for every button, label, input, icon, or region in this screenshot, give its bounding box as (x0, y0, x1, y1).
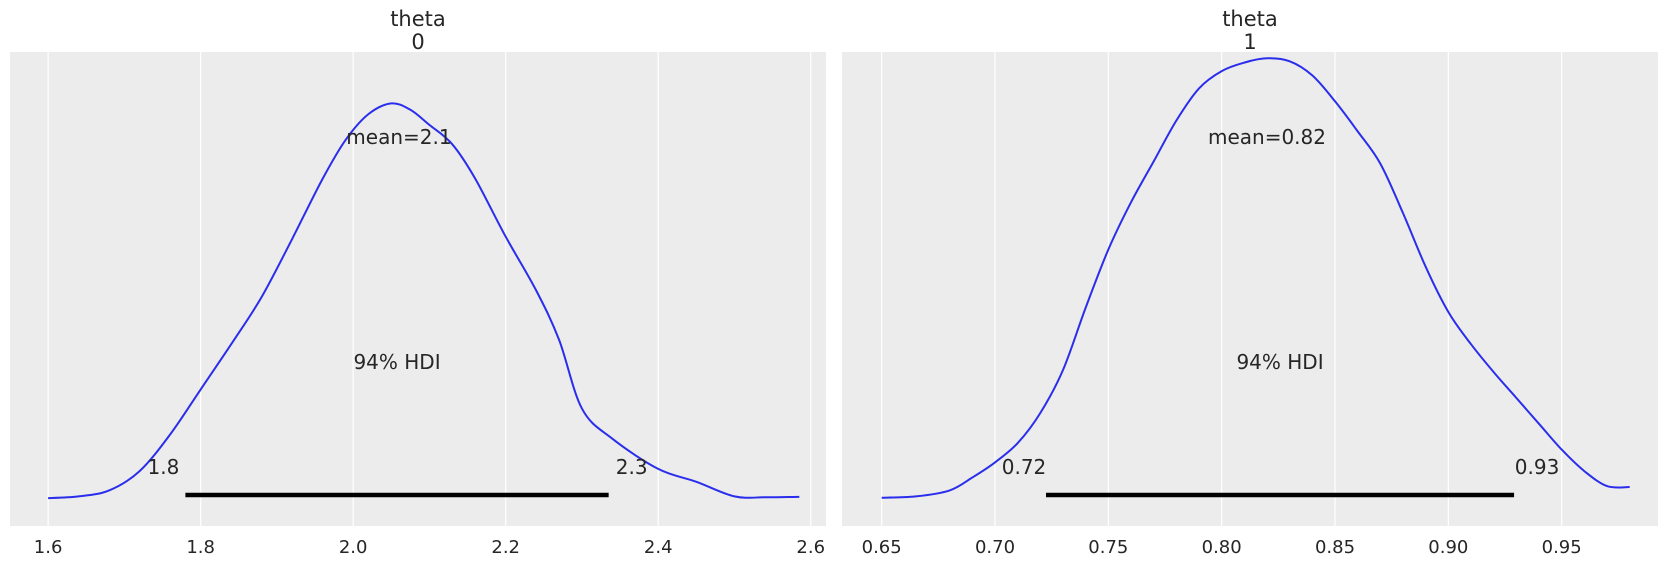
panel-subtitle: 1 (1243, 30, 1256, 54)
hdi-label: 94% HDI (1236, 350, 1323, 374)
panel-subtitle: 0 (411, 30, 424, 54)
posterior-panel-theta-1: theta 1 mean=0.82 94% HDI 0.72 0.93 0.65… (842, 7, 1658, 558)
gridlines (881, 52, 1563, 526)
mean-label: mean=0.82 (1208, 125, 1326, 149)
x-tick-label: 2.2 (491, 537, 520, 558)
panel-title: theta (390, 7, 446, 31)
panel-title: theta (1222, 7, 1278, 31)
x-tick-labels: 0.65 0.70 0.75 0.80 0.85 0.90 0.95 (862, 537, 1582, 558)
hdi-low-label: 0.72 (1002, 455, 1047, 479)
x-tick-label: 2.4 (644, 537, 673, 558)
hdi-high-label: 0.93 (1515, 455, 1560, 479)
x-tick-labels: 1.6 1.8 2.0 2.2 2.4 2.6 (34, 537, 825, 558)
x-tick-label: 0.95 (1542, 537, 1582, 558)
plot-area (10, 52, 826, 526)
hdi-high-label: 2.3 (616, 455, 648, 479)
x-tick-label: 2.6 (796, 537, 825, 558)
density-curve (48, 102, 800, 500)
x-tick-label: 0.90 (1428, 537, 1468, 558)
x-tick-label: 1.6 (34, 537, 63, 558)
x-tick-label: 0.75 (1088, 537, 1128, 558)
x-tick-label: 0.65 (862, 537, 902, 558)
x-tick-label: 0.85 (1315, 537, 1355, 558)
plot-area (842, 52, 1658, 526)
x-tick-label: 1.8 (186, 537, 215, 558)
posterior-panel-theta-0: theta 0 mean=2.1 94% HDI 1.8 2.3 1.6 1.8 2… (10, 7, 826, 558)
mean-label: mean=2.1 (346, 125, 451, 149)
x-tick-label: 0.80 (1202, 537, 1242, 558)
x-tick-label: 0.70 (975, 537, 1015, 558)
hdi-low-label: 1.8 (147, 455, 179, 479)
x-tick-label: 2.0 (339, 537, 368, 558)
density-curve (881, 57, 1630, 499)
hdi-label: 94% HDI (353, 350, 440, 374)
